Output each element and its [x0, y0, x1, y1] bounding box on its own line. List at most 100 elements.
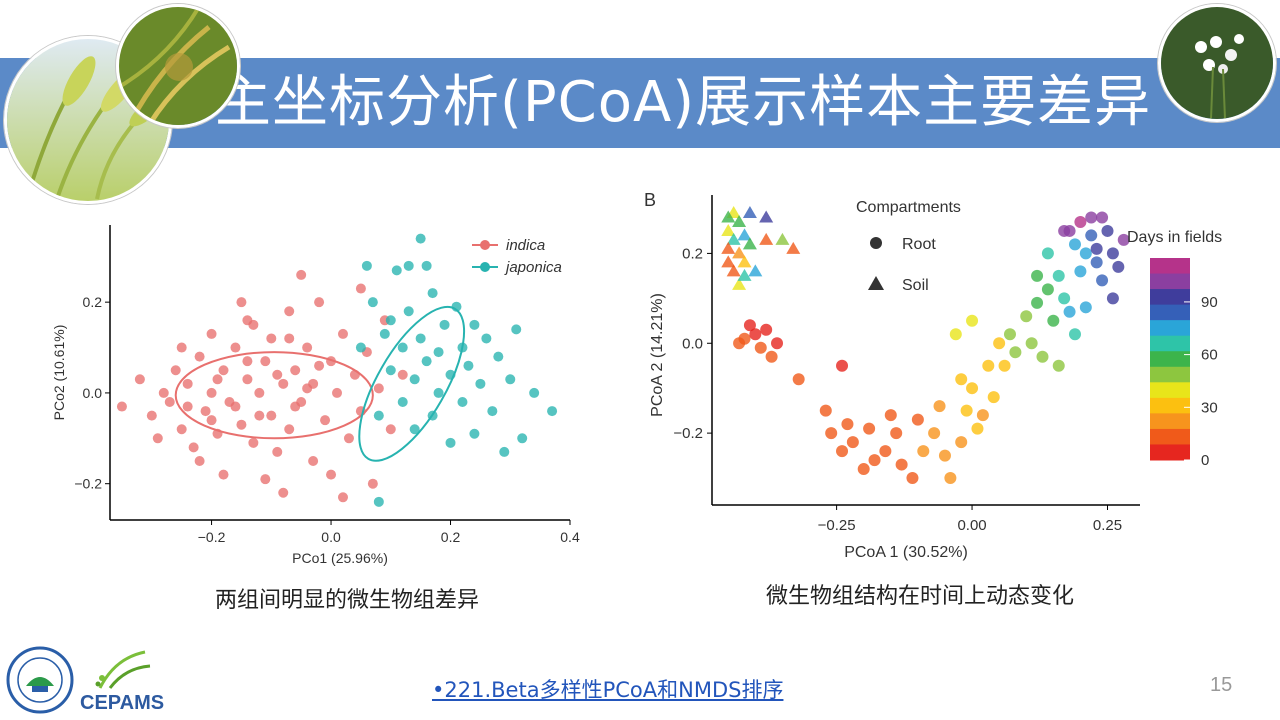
- root-data-point: [879, 445, 892, 458]
- y-tick-label: 0.0: [83, 385, 103, 401]
- data-point-indica: [134, 374, 145, 385]
- data-point-japonica: [445, 437, 456, 448]
- x-tick-label: −0.25: [818, 517, 856, 534]
- x-tick-label: 0.00: [957, 517, 986, 534]
- data-point-japonica: [403, 306, 414, 317]
- root-data-point: [760, 323, 773, 336]
- y-tick-label: −0.2: [74, 476, 102, 492]
- root-data-point: [1096, 211, 1109, 224]
- legend-marker-japonica: [480, 262, 490, 272]
- data-point-japonica: [469, 428, 480, 439]
- data-point-indica: [182, 401, 193, 412]
- root-data-point: [1031, 296, 1044, 309]
- colorbar-title: Days in fields: [1127, 229, 1222, 246]
- y-tick-label: 0.0: [682, 335, 703, 352]
- data-point-indica: [242, 374, 253, 385]
- data-point-japonica: [517, 433, 528, 444]
- root-data-point: [1090, 242, 1103, 255]
- legend-root-marker: [870, 237, 882, 249]
- root-data-point: [1096, 274, 1109, 287]
- data-point-indica: [385, 424, 396, 435]
- root-data-point: [917, 445, 930, 458]
- data-point-indica: [242, 315, 253, 326]
- data-point-japonica: [403, 260, 414, 271]
- root-data-point: [771, 337, 784, 350]
- x-axis-label: PCo1 (25.96%): [292, 550, 388, 566]
- data-point-indica: [176, 424, 187, 435]
- data-point-indica: [302, 342, 313, 353]
- legend-label-indica: indica: [506, 237, 545, 254]
- data-point-indica: [332, 387, 343, 398]
- soil-data-point: [742, 205, 757, 218]
- colorbar-segment: [1150, 304, 1190, 321]
- data-point-indica: [170, 365, 181, 376]
- panel-label-b: B: [644, 190, 656, 210]
- data-point-indica: [314, 360, 325, 371]
- data-point-japonica: [469, 319, 480, 330]
- colorbar-segment: [1150, 320, 1190, 337]
- root-data-point: [1052, 269, 1065, 282]
- data-point-indica: [284, 333, 295, 344]
- colorbar-segment: [1150, 413, 1190, 430]
- data-point-indica: [296, 269, 307, 280]
- data-point-indica: [373, 383, 384, 394]
- data-point-indica: [236, 419, 247, 430]
- root-data-point: [1090, 256, 1103, 269]
- root-data-point: [841, 418, 854, 431]
- root-data-point: [890, 427, 903, 440]
- soil-data-point: [742, 237, 757, 250]
- root-data-point: [743, 319, 756, 332]
- data-point-japonica: [397, 342, 408, 353]
- colorbar-tick-label: 30: [1201, 399, 1218, 416]
- colorbar-segment: [1150, 382, 1190, 399]
- root-data-point: [1009, 346, 1022, 359]
- data-point-japonica: [361, 260, 372, 271]
- root-data-point: [1031, 269, 1044, 282]
- data-point-japonica: [373, 496, 384, 507]
- root-data-point: [982, 359, 995, 372]
- root-data-point: [1106, 247, 1119, 260]
- data-point-indica: [206, 387, 217, 398]
- soil-data-point: [748, 264, 763, 277]
- data-point-japonica: [529, 387, 540, 398]
- data-point-japonica: [421, 260, 432, 271]
- soil-data-point: [721, 255, 736, 268]
- root-data-point: [749, 328, 762, 341]
- y-tick-label: 0.2: [682, 245, 703, 262]
- data-point-indica: [290, 365, 301, 376]
- data-point-indica: [314, 297, 325, 308]
- root-data-point: [955, 373, 968, 386]
- root-data-point: [960, 404, 973, 417]
- root-data-point: [1074, 215, 1087, 228]
- root-data-point: [998, 359, 1011, 372]
- data-point-japonica: [433, 387, 444, 398]
- data-point-indica: [152, 433, 163, 444]
- root-data-point: [1047, 314, 1060, 327]
- data-point-indica: [230, 342, 241, 353]
- pcoa-chart-days-in-fields: B −0.25 0.00 0.25 −0.2 0.0 0.2 PCoA 1 (30.52%) P…: [644, 190, 1222, 561]
- data-point-japonica: [397, 397, 408, 407]
- root-data-point: [868, 454, 881, 467]
- caption-left: 两组间明显的微生物组差异: [215, 588, 480, 613]
- root-data-point: [1041, 283, 1054, 296]
- root-data-point: [1112, 260, 1125, 273]
- root-data-point: [1117, 233, 1130, 246]
- colorbar-tick-label: 90: [1201, 294, 1218, 311]
- data-point-indica: [284, 306, 295, 317]
- soil-data-point: [721, 210, 736, 223]
- data-point-japonica: [463, 360, 474, 371]
- colorbar-tick-label: 60: [1201, 347, 1218, 364]
- cepams-logo-text: CEPAMS: [80, 692, 165, 714]
- root-data-point: [857, 463, 870, 476]
- root-data-point: [1068, 328, 1081, 341]
- root-data-point: [933, 400, 946, 413]
- data-point-indica: [176, 342, 187, 353]
- soil-data-point: [737, 268, 752, 281]
- data-point-indica: [188, 442, 199, 453]
- root-data-point: [1003, 328, 1016, 341]
- data-point-indica: [206, 415, 217, 426]
- reference-link[interactable]: •221.Beta多样性PCoA和NMDS排序: [432, 678, 784, 702]
- data-point-japonica: [439, 319, 450, 330]
- root-data-point: [976, 409, 989, 422]
- legend-label-japonica: japonica: [504, 259, 562, 276]
